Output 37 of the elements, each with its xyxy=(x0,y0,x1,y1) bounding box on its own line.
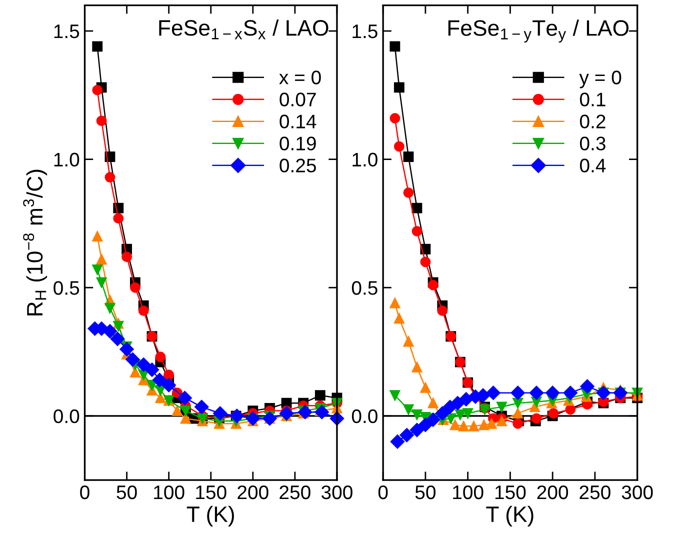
legend-label: y = 0 xyxy=(579,70,622,88)
y-tick-label: 1.0 xyxy=(54,152,80,167)
x-tick-label: 0 xyxy=(80,485,90,500)
y-tick-label: 1.5 xyxy=(352,24,378,38)
x-tick-label: 250 xyxy=(580,485,610,500)
x-tick-label: 150 xyxy=(495,485,526,500)
text: FeSe$_{1−y}$Te$_{y}$ / LAO xyxy=(448,20,629,43)
legend-label: 0.07 xyxy=(280,92,316,106)
y-tick-label: 1.5 xyxy=(54,24,80,38)
x-tick-label: 0 xyxy=(378,485,388,500)
y-tick-label: 0.5 xyxy=(54,281,80,295)
y-tick-label: 1.0 xyxy=(352,152,378,167)
x-tick-label: 50 xyxy=(415,485,436,500)
y-tick-label: 0.0 xyxy=(352,409,378,424)
legend-label: 0.2 xyxy=(580,114,606,128)
legend-label: x = 0 xyxy=(279,70,321,84)
y-tick-label: 0.5 xyxy=(352,281,378,295)
x-tick-label: 200 xyxy=(537,485,568,500)
legend-label: 0.3 xyxy=(580,136,606,150)
legend-label: 0.25 xyxy=(280,158,316,172)
y-axis-title: R$_{H}$ (10$^{−8}$ m$^{3}$/C) xyxy=(23,170,48,316)
x-axis-title: T (K) xyxy=(486,506,534,527)
legend-label: 0.4 xyxy=(580,158,606,172)
x-tick-label: 250 xyxy=(280,485,310,500)
x-tick-label: 300 xyxy=(321,485,352,500)
legend-label: 0.1 xyxy=(580,92,606,106)
legend-label: 0.14 xyxy=(280,114,316,128)
x-tick-label: 100 xyxy=(453,485,484,500)
x-tick-label: 200 xyxy=(238,485,268,500)
y-tick-label: 0.0 xyxy=(54,409,80,424)
x-tick-label: 50 xyxy=(116,485,137,500)
x-axis-title: T (K) xyxy=(186,506,234,527)
legend-label: 0.19 xyxy=(280,136,316,150)
text: FeSe$_{1−x}$S$_{x}$ / LAO xyxy=(159,19,328,40)
x-tick-label: 300 xyxy=(622,485,653,500)
x-tick-label: 100 xyxy=(154,485,184,500)
x-tick-label: 150 xyxy=(196,485,226,500)
